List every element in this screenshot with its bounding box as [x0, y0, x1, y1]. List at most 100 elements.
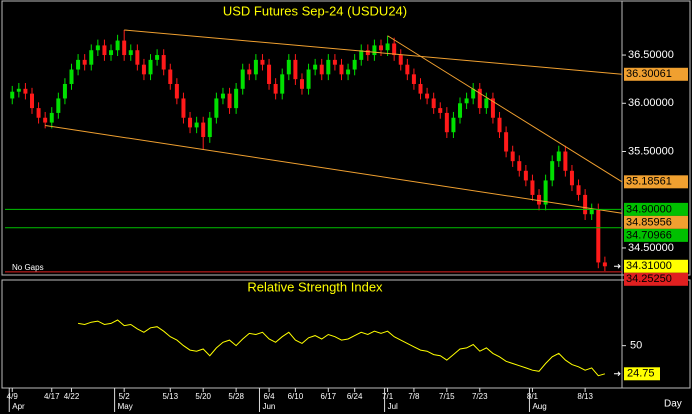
candle-body	[36, 108, 41, 118]
candle-body	[174, 83, 179, 99]
candle-body	[227, 93, 232, 109]
candle-body	[306, 69, 311, 89]
candle-body	[477, 88, 482, 109]
candle-body	[418, 83, 423, 94]
candle-body	[62, 83, 67, 99]
candle-body	[326, 59, 331, 75]
candle-body	[510, 151, 515, 162]
candle-body	[497, 117, 502, 133]
candle-body	[313, 64, 318, 70]
month-label: Apr	[12, 402, 25, 411]
candle-body	[89, 50, 94, 65]
candle-body	[471, 88, 476, 99]
month-label: Jun	[262, 402, 275, 411]
candle-body	[490, 98, 495, 118]
candle-body	[550, 161, 555, 181]
candle-body	[398, 55, 403, 65]
candle-body	[392, 43, 397, 56]
candle-body	[234, 88, 239, 109]
label-text: 34.90000	[626, 203, 672, 215]
x-tick-label: 7/23	[472, 392, 488, 401]
x-tick-label: 7/15	[439, 392, 455, 401]
candle-body	[214, 98, 219, 118]
candle-body	[537, 194, 542, 205]
candle-body	[438, 108, 443, 113]
rsi-panel	[1, 279, 691, 389]
month-label: Aug	[532, 402, 546, 411]
candle-body	[207, 117, 212, 138]
month-label: Jul	[388, 402, 398, 411]
value-label: 24.75	[627, 368, 655, 380]
label-text: 35.18561	[626, 176, 672, 188]
candle-body	[563, 151, 568, 171]
candle-body	[253, 59, 258, 75]
y-tick-label: 35.50000	[628, 145, 674, 157]
candle-body	[451, 117, 456, 133]
candle-body	[135, 50, 140, 65]
y-tick-label: 50	[630, 340, 642, 352]
candle-body	[299, 79, 304, 89]
candle-body	[556, 151, 561, 162]
x-tick-label: 6/17	[321, 392, 337, 401]
candle-body	[576, 185, 581, 195]
candle-body	[339, 64, 344, 75]
candle-body	[504, 132, 509, 152]
label-text: 36.30061	[626, 68, 672, 80]
candle-body	[82, 59, 87, 65]
candle-body	[188, 117, 193, 128]
candle-body	[141, 64, 146, 75]
candle-body	[596, 209, 601, 263]
x-tick-label: 5/2	[119, 392, 131, 401]
candle-body	[517, 161, 522, 171]
x-tick-label: 6/10	[288, 392, 304, 401]
rsi-title: Relative Strength Index	[247, 279, 383, 294]
candle-body	[240, 69, 245, 89]
candle-body	[102, 45, 107, 56]
candle-body	[411, 74, 416, 84]
candle-body	[286, 59, 291, 75]
candle-body	[16, 88, 21, 92]
candle-body	[431, 98, 436, 109]
x-unit: Day	[664, 399, 682, 410]
candle-body	[319, 64, 324, 75]
label-box	[624, 215, 688, 229]
candle-body	[602, 262, 607, 267]
y-tick-label: 36.00000	[628, 97, 674, 109]
candle-body	[49, 112, 54, 123]
candle-body	[115, 40, 120, 51]
candle-body	[76, 59, 81, 70]
trend-line	[387, 35, 623, 183]
month-label: May	[118, 402, 133, 411]
candle-body	[168, 69, 173, 84]
chart-title: USD Futures Sep-24 (USDU24)	[223, 3, 407, 18]
trend-line	[124, 29, 623, 75]
price-panel	[1, 0, 691, 276]
x-tick-label: 5/20	[195, 392, 211, 401]
candle-body	[385, 43, 390, 51]
rsi-line	[78, 319, 606, 377]
candle-body	[444, 112, 449, 133]
label-box	[624, 202, 688, 216]
candle-body	[10, 91, 15, 99]
label-text: 34.70966	[626, 229, 672, 241]
candle-body	[378, 45, 383, 51]
label-box	[624, 228, 688, 242]
candle-body	[95, 45, 100, 51]
candle-body	[181, 98, 186, 118]
candle-body	[332, 59, 337, 65]
label-text: 34.31000	[626, 260, 672, 272]
candle-body	[405, 64, 410, 75]
candle-body	[589, 209, 594, 215]
note: No Gaps	[12, 263, 44, 272]
candle-body	[161, 55, 166, 70]
x-tick-label: 4/22	[64, 392, 80, 401]
x-tick-label: 4/17	[44, 392, 60, 401]
value-box	[624, 367, 660, 381]
candle-body	[530, 180, 535, 195]
candle-body	[122, 40, 127, 56]
candle-body	[352, 59, 357, 70]
candle-body	[56, 98, 61, 113]
x-tick-label: 6/24	[347, 392, 363, 401]
x-tick-label: 8/1	[527, 392, 539, 401]
